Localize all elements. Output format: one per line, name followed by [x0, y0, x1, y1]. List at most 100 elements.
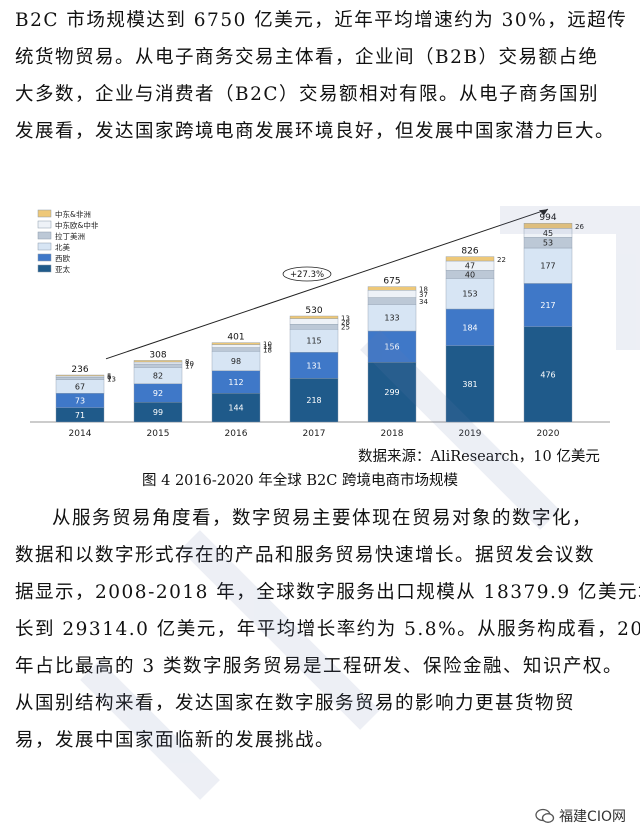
- data-source-note: 数据来源：AliResearch，10 亿美元: [358, 449, 600, 465]
- bar-segment-拉丁美洲: [289, 323, 339, 330]
- segment-label: 92: [153, 389, 163, 398]
- legend-label: 拉丁美洲: [55, 231, 85, 241]
- total-label: 236: [71, 365, 88, 375]
- segment-label: 53: [543, 239, 553, 248]
- b2c-market-stacked-bar-chart: 7173671365236201499928217108308201514411…: [30, 208, 610, 439]
- legend-label: 中东欧&中非: [55, 220, 99, 230]
- segment-label: 6: [107, 374, 112, 382]
- segment-label: 40: [465, 270, 475, 279]
- segment-label: 37: [419, 291, 428, 299]
- segment-label: 153: [462, 290, 477, 299]
- segment-label: 71: [75, 411, 85, 420]
- segment-label: 98: [231, 357, 241, 366]
- segment-label: 177: [540, 262, 555, 271]
- legend-swatch: [37, 264, 52, 273]
- text-line: 长到 29314.0 亿美元，年平均增长率约为 5.8%。从服务构成看，2018: [15, 619, 640, 640]
- segment-label: 115: [306, 337, 321, 346]
- bar-segment-亚太: [367, 361, 417, 423]
- legend-swatch: [37, 231, 52, 240]
- legend-swatch: [37, 253, 52, 262]
- text-line: 数据和以数字形式存在的产品和服务贸易快速增长。据贸发会议数: [15, 545, 596, 566]
- bar-segment-中东&非洲: [289, 315, 339, 319]
- text-line: 大多数，企业与消费者（B2C）交易额相对有限。从电子商务国别: [15, 84, 600, 105]
- bar-segment-中东&非洲: [55, 374, 105, 377]
- segment-label: 15: [263, 343, 272, 351]
- segment-label: 217: [540, 301, 555, 310]
- wechat-icon: [535, 808, 555, 823]
- segment-label: 5: [107, 373, 111, 381]
- legend-label: 北美: [55, 242, 70, 252]
- text-line: 统货物贸易。从电子商务交易主体看，企业间（B2B）交易额占绝: [15, 47, 599, 68]
- text-line: B2C 市场规模达到 6750 亿美元，近年平均增速约为 30%，远超传: [15, 10, 628, 31]
- bar-segment-拉丁美洲: [133, 363, 183, 368]
- bar-segment-亚太: [211, 392, 261, 423]
- bar-segment-中东&非洲: [211, 342, 261, 345]
- x-tick-label: 2020: [537, 429, 560, 439]
- segment-label: 22: [497, 256, 506, 264]
- segment-label: 476: [540, 370, 555, 379]
- text-line: 易，发展中国家面临新的发展挑战。: [15, 730, 336, 751]
- bar-segment-西欧: [445, 308, 495, 346]
- total-label: 401: [227, 333, 244, 343]
- segment-label: 218: [306, 396, 321, 405]
- segment-label: 381: [462, 380, 477, 389]
- segment-label: 26: [575, 223, 584, 231]
- bar-segment-拉丁美洲: [55, 376, 105, 380]
- bar-segment-西欧: [523, 283, 573, 328]
- x-tick-label: 2018: [381, 429, 404, 439]
- bar-segment-中东&非洲: [367, 286, 417, 291]
- segment-label: 133: [384, 314, 399, 323]
- legend-swatch: [37, 242, 52, 251]
- x-tick-label: 2019: [459, 429, 482, 439]
- bar-segment-拉丁美洲: [367, 297, 417, 305]
- segment-label: 99: [153, 408, 163, 417]
- bar-segment-中东欧&中非: [211, 344, 261, 348]
- bar-segment-北美: [367, 304, 417, 332]
- legend-label: 西欧: [55, 253, 70, 263]
- segment-label: 156: [384, 343, 399, 352]
- segment-label: 17: [185, 363, 194, 371]
- bar-segment-西欧: [289, 351, 339, 379]
- total-label: 530: [305, 306, 322, 316]
- growth-badge: [282, 266, 332, 282]
- segment-label: 25: [341, 324, 350, 332]
- segment-label: 10: [263, 341, 272, 349]
- legend-swatch: [37, 209, 52, 218]
- total-label: 826: [461, 247, 478, 257]
- segment-label: 299: [384, 388, 399, 397]
- text-line: 发展看，发达国家跨境电商发展环境良好，但发展中国家潜力巨大。: [15, 121, 616, 142]
- growth-label: +27.3%: [290, 270, 324, 280]
- x-tick-label: 2015: [147, 429, 170, 439]
- segment-label: 18: [263, 346, 272, 354]
- bar-segment-中东&非洲: [133, 360, 183, 363]
- total-label: 994: [539, 213, 556, 223]
- growth-trend-line: [105, 208, 549, 360]
- segment-label: 67: [75, 383, 85, 392]
- paragraph-digital-services: 从服务贸易角度看，数字贸易主要体现在贸易对象的数字化， 数据和以数字形式存在的产…: [15, 500, 640, 759]
- bar-segment-亚太: [289, 378, 339, 423]
- segment-label: 73: [75, 397, 85, 406]
- bar-segment-中东欧&中非: [367, 289, 417, 298]
- segment-label: 34: [419, 298, 428, 306]
- bar-segment-拉丁美洲: [211, 347, 261, 352]
- text-line: 从国别结构来看，发达国家在数字服务贸易的影响力更甚货物贸: [15, 693, 576, 714]
- figure-caption: 图 4 2016-2020 年全球 B2C 跨境电商市场规模: [142, 473, 458, 489]
- segment-label: 184: [462, 323, 477, 332]
- badge-label: 福建CIO网: [559, 809, 626, 825]
- x-tick-label: 2017: [303, 429, 326, 439]
- legend-swatch: [37, 220, 52, 229]
- bar-segment-中东&非洲: [523, 223, 573, 229]
- bar-segment-西欧: [367, 330, 417, 363]
- x-tick-label: 2016: [225, 429, 248, 439]
- wechat-source-badge[interactable]: 福建CIO网: [535, 806, 626, 826]
- segment-label: 47: [465, 262, 475, 271]
- legend-label: 中东&非洲: [55, 209, 91, 219]
- segment-label: 144: [228, 404, 243, 413]
- growth-arrowhead: [539, 209, 548, 216]
- text-line: 从服务贸易角度看，数字贸易主要体现在贸易对象的数字化，: [52, 508, 593, 529]
- text-line: 年占比最高的 3 类数字服务贸易是工程研发、保险金融、知识产权。: [15, 656, 624, 677]
- segment-label: 10: [185, 360, 194, 368]
- segment-label: 13: [107, 376, 116, 384]
- segment-label: 28: [341, 318, 350, 326]
- segment-label: 82: [153, 372, 163, 381]
